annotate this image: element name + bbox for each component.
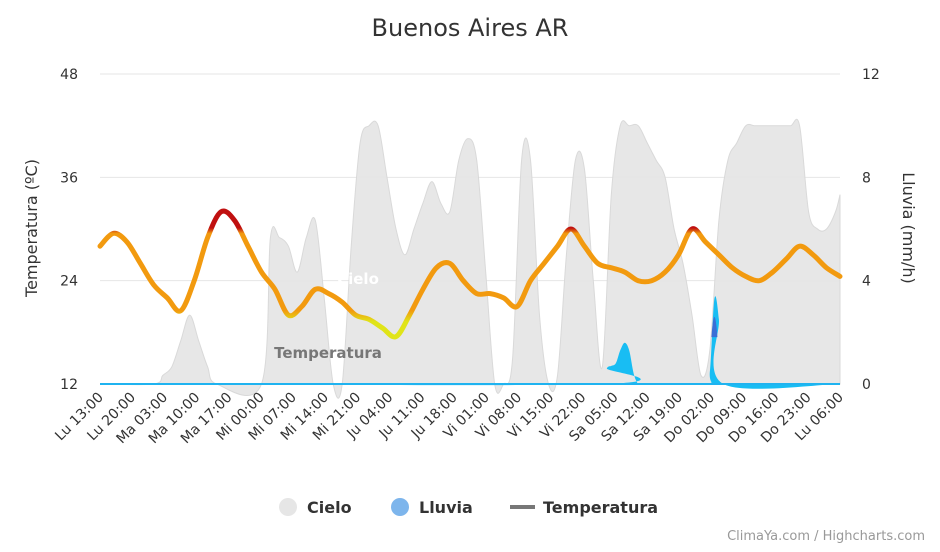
legend-temperatura-label: Temperatura <box>543 498 658 517</box>
legend-lluvia-icon <box>391 498 409 516</box>
legend-cielo-icon <box>279 498 297 516</box>
temperature-series-label: Temperatura <box>274 344 382 362</box>
y-axis-right-title: Lluvia (mm/h) <box>899 172 918 284</box>
y-right-tick-label: 8 <box>862 170 871 186</box>
cloud-area <box>99 118 841 399</box>
y-left-tick-label: 48 <box>60 67 78 83</box>
rain-heavy-peak <box>711 316 718 338</box>
temperature-line-series <box>97 208 843 340</box>
legend-lluvia-label: Lluvia <box>419 498 473 517</box>
y-right-tick-label: 4 <box>862 274 871 290</box>
legend: Cielo Lluvia Temperatura <box>279 498 658 517</box>
y-left-tick-label: 24 <box>60 274 78 290</box>
chart-title: Buenos Aires AR <box>372 14 569 42</box>
cloud-series-label: Cielo <box>337 270 379 288</box>
y-right-tick-label: 0 <box>862 377 871 393</box>
y-axis-left-title: Temperatura (ºC) <box>22 159 41 298</box>
y-left-tick-label: 12 <box>60 377 78 393</box>
y-axis-left: 12 24 36 48 <box>60 67 78 393</box>
temperature-line <box>97 208 843 340</box>
legend-item-temperatura[interactable]: Temperatura <box>510 498 658 517</box>
legend-cielo-label: Cielo <box>307 498 352 517</box>
legend-item-lluvia[interactable]: Lluvia <box>391 498 473 517</box>
y-right-tick-label: 12 <box>862 67 880 83</box>
chart-credit[interactable]: ClimaYa.com / Highcharts.com <box>727 529 925 544</box>
y-axis-right: 0 4 8 12 <box>862 67 880 393</box>
y-left-tick-label: 36 <box>60 170 78 186</box>
legend-item-cielo[interactable]: Cielo <box>279 498 352 517</box>
rain-area-series <box>100 296 840 389</box>
cloud-area-series <box>99 118 841 399</box>
